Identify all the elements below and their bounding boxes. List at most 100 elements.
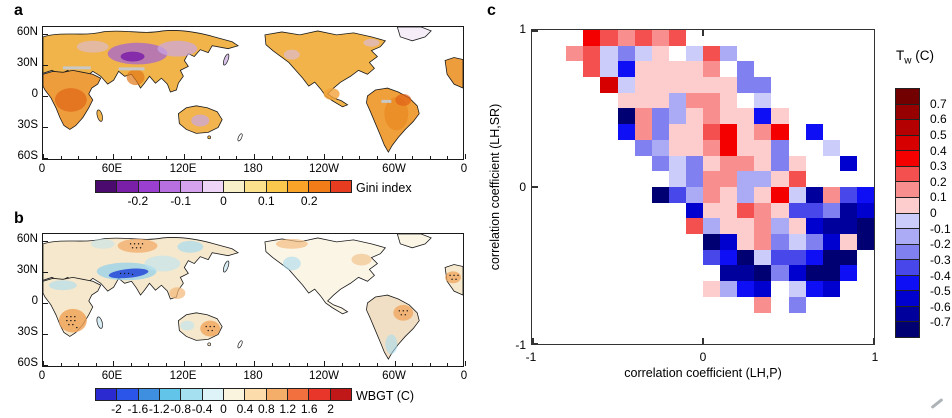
heatmap-cell [822, 202, 840, 219]
x-tick-1: 1 [871, 350, 879, 364]
heatmap-cell [635, 328, 652, 344]
heatmap-cell [634, 139, 652, 156]
correlation-heatmap [532, 30, 874, 344]
heatmap-cell [737, 313, 754, 329]
heatmap-cell [839, 249, 857, 266]
heatmap-cell [685, 92, 703, 109]
lon-tick-mark [148, 156, 150, 159]
y-tick-0: 0 [519, 180, 526, 194]
colorbar-segment [159, 389, 182, 400]
heatmap-cell [600, 124, 617, 140]
lon-tick-mark [341, 156, 343, 159]
colorbar-segment [896, 322, 919, 337]
colorbar-segment [266, 181, 288, 192]
colorbar-segment [896, 89, 919, 105]
patch-west-na-blue [282, 256, 301, 271]
nodata-dash-asia [118, 67, 145, 71]
heatmap-cell [754, 186, 772, 203]
heatmap-cell [823, 108, 840, 124]
heatmap-cell [634, 124, 652, 140]
island-greenland [396, 27, 432, 42]
heatmap-cell [823, 46, 840, 62]
lon-tick-mark [412, 156, 414, 159]
tw-tick-label: 0.3 [930, 159, 947, 174]
heatmap-cell [737, 93, 754, 109]
heatmap-cell [583, 313, 600, 329]
heatmap-cell [618, 140, 635, 156]
heatmap-cell [840, 124, 857, 140]
heatmap-cell [771, 186, 789, 203]
heatmap-cell [703, 186, 721, 203]
tw-tick-label: 0.5 [930, 127, 947, 142]
heatmap-cell [583, 108, 600, 124]
heatmap-cell [600, 61, 618, 78]
heatmap-cell [549, 124, 566, 140]
ytick-mark-0 [532, 186, 538, 188]
heatmap-cell [839, 234, 857, 250]
heatmap-cell [617, 108, 635, 125]
heatmap-cell [771, 139, 789, 156]
lon-tick-mark [218, 156, 220, 159]
tw-tick-label: -0.1 [930, 221, 951, 236]
heatmap-cell [618, 250, 635, 266]
heatmap-cell [789, 328, 806, 344]
heatmap-cell [703, 297, 720, 313]
stipple-west-siberia [129, 243, 144, 249]
colorbar-tick-label: -1.2 [148, 402, 170, 416]
heatmap-cell [685, 139, 703, 156]
lon-tick-mark [218, 363, 220, 366]
lon-tick-label-b: 120E [169, 370, 197, 382]
heatmap-cell [600, 187, 617, 203]
gini-colorbar [95, 180, 352, 193]
heatmap-cell [634, 61, 652, 78]
heatmap-cell [806, 108, 823, 124]
heatmap-cell [532, 77, 549, 93]
heatmap-cell [806, 156, 823, 172]
heatmap-cell [635, 297, 652, 313]
heatmap-cell [566, 45, 584, 62]
colorbar-segment [245, 389, 267, 400]
colorbar-tick-label: 1.2 [279, 402, 297, 416]
heatmap-cell [771, 155, 789, 172]
lon-tick-mark [95, 156, 97, 159]
heatmap-cell [532, 265, 549, 281]
heatmap-cell [685, 155, 703, 172]
world-map-gini [43, 27, 463, 153]
panel-b-letter: b [14, 210, 24, 227]
heatmap-cell [600, 313, 617, 329]
colorbar-segment [202, 181, 224, 192]
island-new-zealand [237, 133, 243, 142]
heatmap-cell [788, 234, 806, 250]
heatmap-cell [686, 313, 703, 329]
heatmap-cell [685, 124, 703, 140]
heatmap-cell [720, 108, 738, 125]
heatmap-cell [703, 92, 721, 109]
tw-tick-label: -0.4 [930, 268, 951, 283]
heatmap-cell [771, 30, 788, 46]
lon-tick-mark [412, 363, 414, 366]
heatmap-cell [703, 139, 721, 156]
heatmap-cell [789, 140, 806, 156]
heatmap-cell [737, 77, 755, 93]
heatmap-cell [549, 77, 566, 93]
heatmap-cell [583, 281, 600, 297]
wbgt-colorbar-label: WBGT (C) [356, 389, 415, 403]
heatmap-cell [703, 218, 721, 235]
heatmap-cell [686, 265, 703, 281]
lon-tick-mark [429, 156, 431, 159]
lon-tick-mark [377, 363, 379, 366]
heatmap-cell [805, 265, 823, 282]
colorbar-segment [896, 260, 919, 276]
heatmap-cell [600, 234, 617, 250]
colorbar-tick-label: -0.8 [170, 402, 191, 416]
wbgt-colorbar [95, 388, 352, 401]
lon-tick-mark [183, 154, 185, 159]
patch-north-canada-orange [275, 238, 308, 249]
heatmap-cell [771, 313, 788, 329]
heatmap-cell [669, 218, 686, 234]
heatmap-cell [652, 297, 669, 313]
heatmap-cell [668, 108, 686, 125]
ytick-mark-1 [532, 30, 538, 32]
heatmap-cell [532, 30, 549, 46]
colorbar-tick-label: -0.4 [191, 402, 213, 416]
